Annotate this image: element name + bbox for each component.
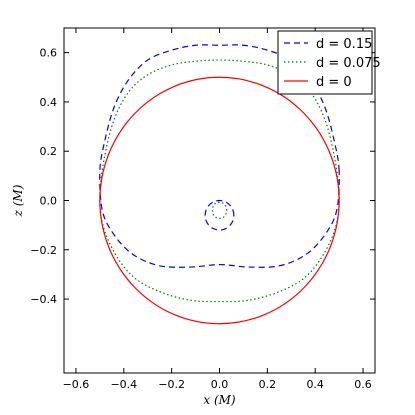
y-tick-label: 0.4 — [40, 96, 58, 109]
y-axis-label: z (M) — [11, 184, 25, 217]
x-tick-label: −0.4 — [110, 378, 137, 391]
y-tick-label: −0.4 — [30, 293, 57, 306]
series-d-0-circle-line — [99, 76, 340, 325]
x-tick-label: 0.4 — [306, 378, 324, 391]
y-tick-label: 0.0 — [40, 195, 58, 208]
legend-box — [277, 30, 373, 95]
y-tick-label: −0.2 — [30, 244, 57, 257]
x-tick-label: −0.6 — [63, 378, 90, 391]
x-tick-label: −0.2 — [158, 378, 185, 391]
series-d-0-075-inner-line — [211, 201, 228, 220]
x-tick-label: 0.0 — [211, 378, 229, 391]
x-axis-label: x (M) — [203, 393, 236, 407]
x-tick-label: 0.6 — [354, 378, 372, 391]
x-tick-label: 0.2 — [259, 378, 277, 391]
y-tick-label: 0.6 — [40, 47, 58, 60]
legend: d = 0.15 d = 0.075 d = 0 — [277, 30, 381, 95]
legend-label-d-0-075: d = 0.075 — [316, 56, 381, 71]
tick-layer: −0.6 −0.4 −0.2 0.0 0.2 0.4 0.6 −0.4 −0.2 0.0 0.2 0.… — [30, 28, 375, 391]
legend-label-d-0: d = 0 — [316, 75, 352, 90]
series-d-0-15-inner-line — [204, 199, 235, 231]
series-d-0-075-outer-line — [99, 59, 340, 303]
legend-label-d-0-15: d = 0.15 — [316, 37, 372, 52]
y-tick-label: 0.2 — [40, 145, 58, 158]
